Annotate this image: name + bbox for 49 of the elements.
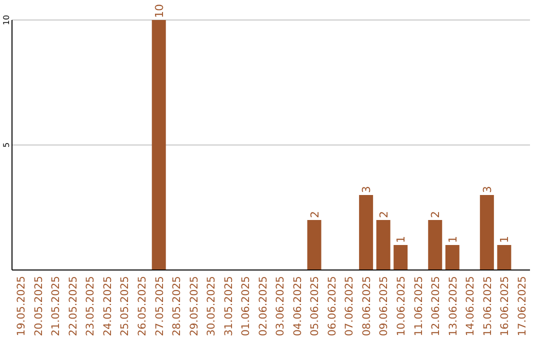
bar (480, 195, 494, 270)
x-tick-label: 05.06.2025 (309, 276, 322, 336)
bar (445, 245, 460, 270)
x-tick-label: 09.06.2025 (378, 276, 390, 336)
data-label: 1 (446, 236, 460, 243)
data-label: 1 (394, 236, 408, 243)
data-label: 10 (152, 4, 166, 18)
data-label: 3 (480, 186, 494, 193)
x-tick-label: 14.06.2025 (464, 276, 477, 336)
x-tick-label: 12.06.2025 (430, 276, 442, 336)
bar (497, 245, 512, 270)
x-tick-label: 22.05.2025 (67, 276, 80, 336)
bar (428, 220, 442, 270)
x-tick-label: 03.06.2025 (274, 276, 287, 336)
x-tick-label: 06.06.2025 (326, 276, 338, 336)
x-tick-label: 19.05.2025 (16, 276, 28, 336)
x-tick-label: 15.06.2025 (482, 276, 494, 336)
x-tick-label: 27.05.2025 (154, 276, 166, 336)
x-tick-label: 01.06.2025 (240, 276, 252, 336)
data-label: 1 (498, 236, 512, 243)
x-tick-label: 20.05.2025 (32, 276, 45, 336)
bar (359, 195, 374, 270)
bar (307, 220, 322, 270)
x-tick-label: 02.06.2025 (257, 276, 270, 336)
y-tick-label: 5 (2, 142, 11, 148)
x-tick-label: 13.06.2025 (447, 276, 460, 336)
x-tick-label: 16.06.2025 (499, 276, 512, 336)
x-tick-label: 17.06.2025 (516, 276, 528, 336)
x-tick-label: 23.05.2025 (84, 276, 97, 336)
x-tick-label: 26.05.2025 (136, 276, 148, 336)
x-tick-label: 08.06.2025 (360, 276, 373, 336)
x-tick-label: 07.06.2025 (344, 276, 356, 336)
bar (152, 20, 166, 270)
data-label: 2 (429, 211, 442, 218)
x-tick-label: 28.05.2025 (171, 276, 184, 336)
x-tick-label: 30.05.2025 (206, 276, 218, 336)
x-tick-label: 11.06.2025 (412, 276, 425, 336)
x-tick-label: 31.05.2025 (222, 276, 235, 336)
x-tick-label: 10.06.2025 (396, 276, 408, 336)
bar (376, 220, 390, 270)
bar (394, 245, 408, 270)
x-tick-label: 04.06.2025 (292, 276, 304, 336)
x-tick-label: 21.05.2025 (50, 276, 62, 336)
x-tick-label: 24.05.2025 (102, 276, 114, 336)
x-tick-label: 25.05.2025 (119, 276, 132, 336)
data-label: 2 (377, 211, 390, 218)
data-label: 2 (308, 211, 322, 218)
data-label: 3 (360, 186, 374, 193)
x-tick-label: 29.05.2025 (188, 276, 200, 336)
